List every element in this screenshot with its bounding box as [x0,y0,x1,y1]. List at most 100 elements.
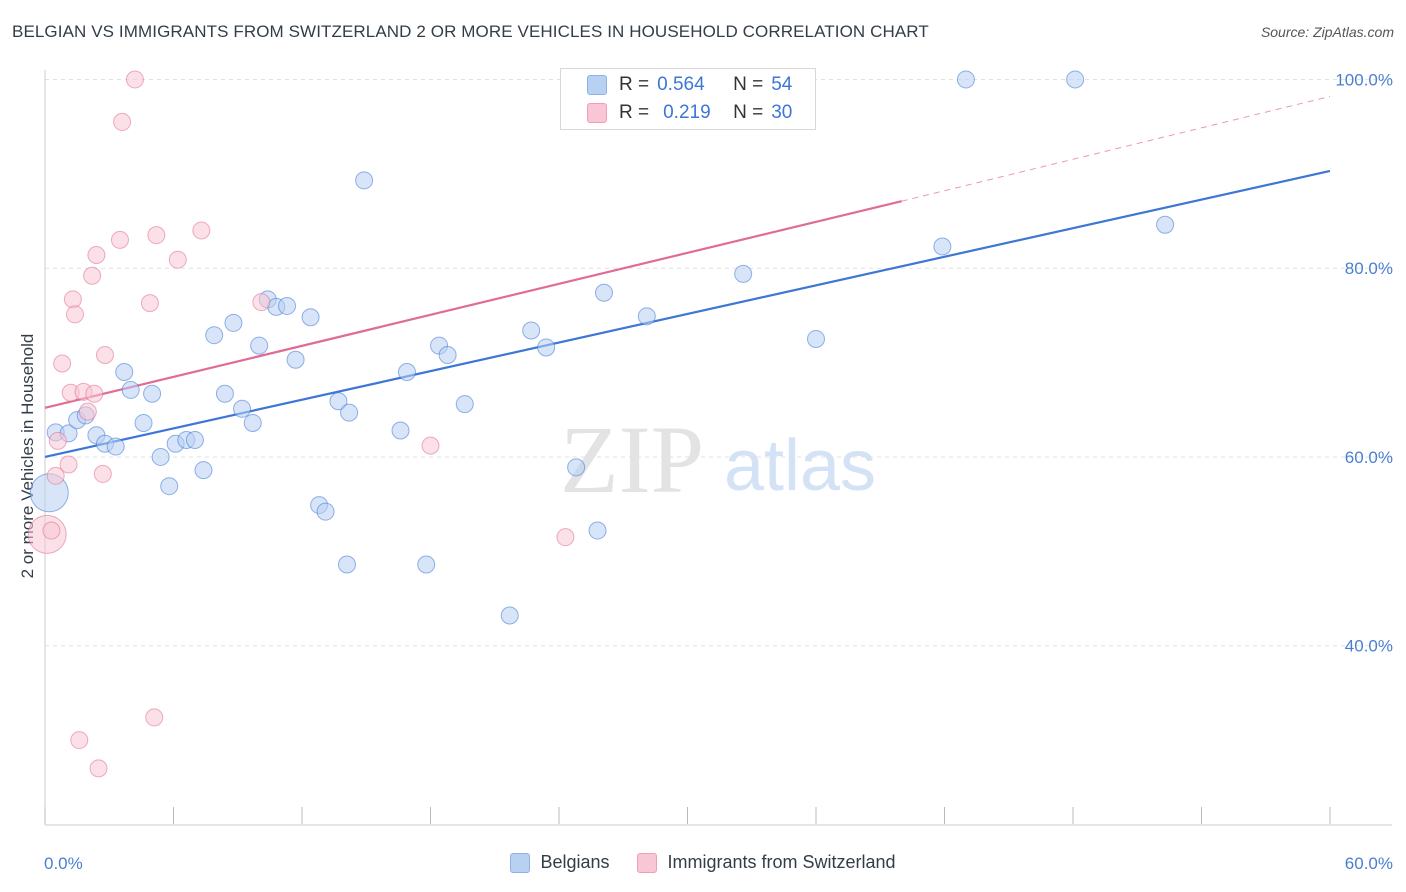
data-point [1066,70,1085,89]
data-point [286,350,305,369]
source-credit: Source: ZipAtlas.com [1260,24,1394,40]
data-point [250,336,269,355]
data-point [537,338,556,357]
data-point [140,294,159,313]
y-tick-label: 100.0% [1335,70,1393,89]
tick-labels: 100.0% 80.0% 60.0% 40.0% 0.0% 60.0% [44,70,1393,873]
data-point [115,363,134,381]
bottom-legend: Belgians Immigrants from Switzerland [0,852,1406,873]
data-point [95,346,114,365]
data-point [637,307,656,326]
data-point [417,555,436,574]
belgians-swatch [587,75,607,95]
data-point [500,606,519,625]
data-point [278,296,297,315]
r-label: R = [619,102,650,123]
data-point [316,502,335,521]
data-point [933,237,952,256]
y-tick-label: 40.0% [1345,637,1393,656]
data-point [252,293,271,312]
data-point [329,392,348,411]
y-tick-label: 60.0% [1345,448,1393,467]
data-point [85,384,104,403]
data-point [224,313,243,332]
data-point [1156,215,1175,234]
data-point [391,421,410,440]
watermark-zip: ZIP [560,406,704,513]
data-point [215,384,234,403]
data-point [134,413,153,432]
data-point [588,521,607,540]
data-point [48,431,67,450]
axes [44,70,1392,826]
x-tick-label: 60.0% [1345,854,1393,873]
switzerland-trend-extension [901,95,1331,202]
grid-lines [45,78,1392,647]
belgians-trend-line [44,169,1331,459]
n-label: N = [733,102,764,123]
legend-item-switzerland[interactable]: Immigrants from Switzerland [637,852,896,873]
data-point [113,112,132,131]
legend-item-belgians[interactable]: Belgians [510,852,609,873]
data-point [65,305,84,324]
data-point [185,430,204,449]
n-label: N = [733,74,764,95]
n-value: 54 [771,74,793,95]
data-point [340,403,359,422]
data-point [337,555,356,574]
data-point [53,354,72,373]
data-point [125,70,144,89]
data-point [421,436,440,455]
data-point [87,245,106,264]
data-point [455,395,474,414]
data-point [151,447,170,466]
stats-legend: R = 0.564 N = 54 R = 0.219 N = 30 [560,68,816,130]
series-belgians [29,70,1175,625]
watermark-atlas: atlas [724,426,876,506]
data-point [145,708,164,727]
r-label: R = [619,74,650,95]
y-tick-label: 80.0% [1345,259,1393,278]
data-point [243,413,262,432]
data-point [110,230,129,249]
data-point [734,264,753,283]
data-point [59,455,78,474]
data-point [355,171,374,190]
switzerland-swatch [637,852,658,873]
data-point [556,528,575,547]
data-point [594,283,613,302]
data-point [194,461,213,480]
data-point [46,466,65,485]
data-point [83,266,102,285]
data-point [168,250,187,269]
data-point [522,321,541,340]
switzerland-trend-line [44,200,902,409]
stats-row-belgians: R = 0.564 N = 54 [587,74,792,96]
data-point [233,399,252,418]
data-point [63,290,82,309]
data-point [567,458,586,477]
data-point [106,437,125,456]
data-point [301,308,320,327]
data-point [147,226,166,245]
data-point [78,402,97,421]
data-point [143,384,162,403]
data-point [70,731,89,750]
r-value: 0.219 [663,102,711,123]
n-value: 30 [771,102,793,123]
data-point [89,759,108,778]
belgians-swatch [510,852,531,873]
data-point [192,221,211,240]
x-tick-label: 0.0% [44,854,83,873]
data-point [807,329,825,348]
data-point [956,70,975,89]
legend-label: Belgians [540,852,610,872]
data-point [121,380,140,399]
chart-title: BELGIAN VS IMMIGRANTS FROM SWITZERLAND 2… [12,22,929,41]
legend-label: Immigrants from Switzerland [667,852,896,872]
data-points [27,70,1175,778]
data-point [205,326,224,345]
watermark: ZIP atlas [560,406,876,513]
data-point [397,363,416,381]
